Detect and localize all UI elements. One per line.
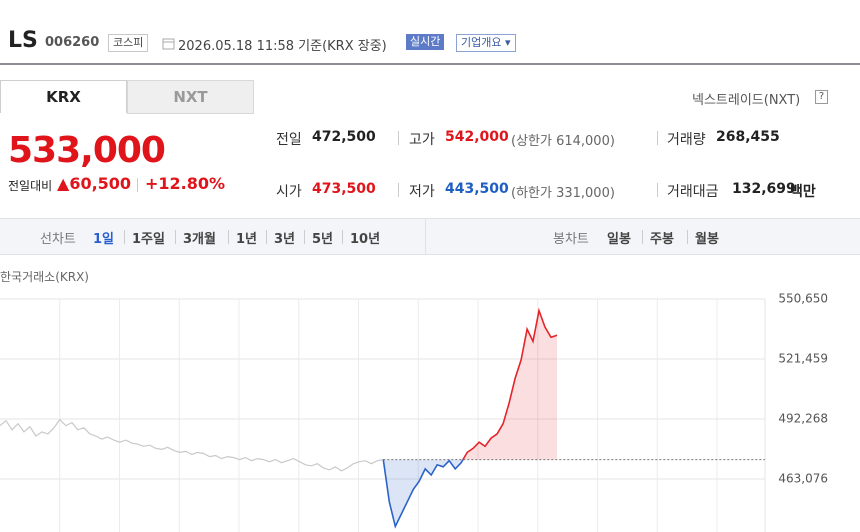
period-button[interactable]: 1년	[236, 232, 258, 247]
y-tick-label: 550,650	[778, 292, 828, 306]
header-rule	[0, 63, 860, 65]
summary-value: 443,500	[445, 181, 509, 197]
toolbar	[0, 218, 860, 255]
line-down	[382, 459, 464, 529]
candle-button[interactable]: 주봉	[650, 232, 674, 247]
candle-button[interactable]: 월봉	[695, 232, 719, 247]
summary-label: 저가	[409, 184, 435, 200]
period-button[interactable]: 3개월	[183, 232, 216, 247]
summary-label: 거래량	[667, 132, 706, 148]
stock-name: LS	[8, 28, 38, 53]
period-button[interactable]: 10년	[350, 232, 381, 247]
summary-label: 시가	[276, 184, 302, 200]
candle-button[interactable]: 일봉	[607, 232, 631, 247]
tab-krx[interactable]: KRX	[0, 80, 127, 113]
tab-nxt[interactable]: NXT	[127, 80, 254, 114]
period-button[interactable]: 3년	[274, 232, 296, 247]
change-label: 전일대비	[8, 179, 53, 193]
y-tick-label: 463,076	[778, 472, 828, 486]
summary-value: 132,699	[732, 181, 796, 197]
summary-value: 473,500	[312, 181, 376, 197]
summary-value: 542,000	[445, 129, 509, 145]
company-info-button[interactable]: 기업개요 ▾	[456, 34, 516, 52]
period-button[interactable]: 1일	[93, 232, 115, 247]
stock-code: 006260	[45, 35, 100, 50]
area-down	[383, 459, 557, 527]
change-pct: +12.80%	[145, 174, 226, 193]
market-badge: 코스피	[108, 34, 149, 52]
toolbar-divider	[425, 219, 426, 254]
summary-note: (하한가 331,000)	[511, 186, 615, 201]
summary-value: 268,455	[716, 129, 780, 145]
period-button[interactable]: 5년	[312, 232, 334, 247]
summary-value: 472,500	[312, 129, 376, 145]
change-value: 60,500	[69, 174, 132, 193]
nxt-link[interactable]: 넥스트레이드(NXT)	[692, 93, 801, 108]
toolbar-label: 선차트	[40, 232, 76, 247]
summary-note: (상한가 614,000)	[511, 134, 615, 149]
company-info-text: 기업개요	[461, 36, 502, 49]
clock-icon	[162, 38, 175, 50]
y-tick-label: 521,459	[778, 352, 828, 366]
area-up	[383, 310, 557, 460]
summary-label: 거래대금	[667, 184, 719, 200]
y-tick-label: 492,268	[778, 412, 828, 426]
summary-unit: 백만	[790, 184, 816, 200]
chart-source: 한국거래소(KRX)	[0, 270, 89, 284]
toolbar-label: 봉차트	[553, 232, 589, 247]
summary-label: 전일	[276, 132, 302, 148]
help-icon[interactable]: ?	[815, 90, 828, 104]
current-price: 533,000	[8, 130, 166, 171]
realtime-badge[interactable]: 실시간	[406, 34, 445, 50]
change-amount: ▲60,500	[57, 174, 132, 193]
summary-label: 고가	[409, 132, 435, 148]
line	[0, 418, 384, 472]
timestamp: 2026.05.18 11:58 기준(KRX 장중)	[178, 39, 387, 54]
line-up	[383, 307, 558, 460]
period-button[interactable]: 1주일	[132, 232, 165, 247]
